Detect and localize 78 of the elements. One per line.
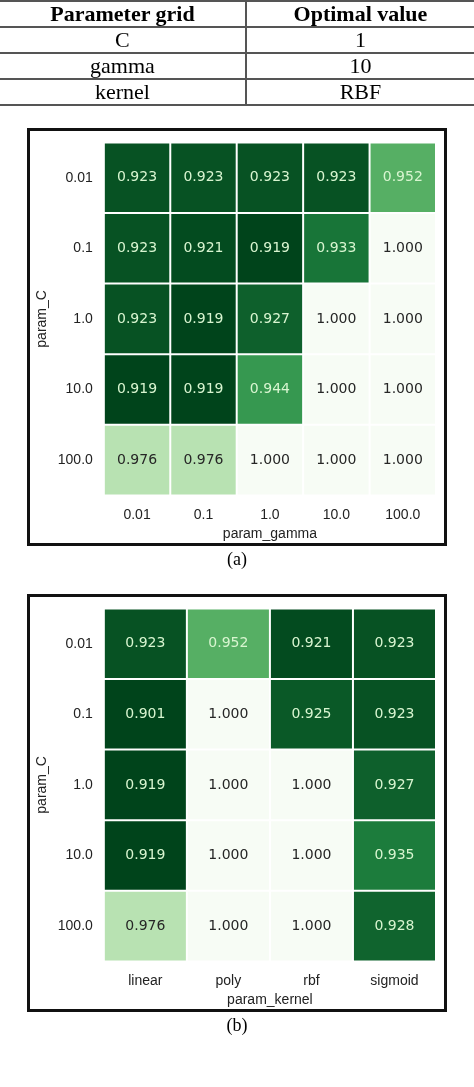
text: RBF (245, 79, 474, 105)
data-label: 0.923 (117, 238, 158, 255)
data-label: 0.927 (374, 775, 415, 792)
data-label: 0.923 (316, 168, 357, 185)
y-tick-label: 0.01 (65, 634, 94, 651)
data-label: 0.919 (125, 846, 166, 863)
text: (b) (225, 1014, 249, 1037)
data-label: 0.944 (249, 380, 291, 397)
data-label: 0.933 (316, 238, 357, 255)
data-label: 1.000 (382, 309, 423, 326)
x-tick-label: 1.0 (260, 505, 280, 522)
y-tick-label: 100.0 (57, 916, 94, 933)
data-label: 1.000 (382, 450, 423, 467)
data-label: 0.927 (249, 309, 290, 326)
data-label: 0.919 (183, 380, 224, 397)
data-label: 0.919 (249, 238, 290, 255)
x-axis-title: param_gamma (222, 525, 318, 542)
data-label: 0.923 (183, 168, 224, 185)
y-axis-title: param_C (33, 290, 50, 348)
x-tick-label: poly (215, 971, 242, 988)
y-tick-label: 10.0 (65, 846, 94, 863)
data-label: 1.000 (291, 916, 332, 933)
text: gamma (0, 53, 246, 79)
data-label: 0.923 (374, 704, 415, 721)
data-label: 1.000 (249, 450, 290, 467)
data-label: 1.000 (208, 916, 249, 933)
data-label: 0.919 (183, 309, 224, 326)
y-tick-label: 1.0 (73, 309, 94, 326)
data-label: 0.921 (291, 634, 332, 651)
y-tick-label: 1.0 (73, 775, 94, 792)
text: kernel (0, 79, 246, 105)
y-tick-label: 0.1 (73, 239, 94, 256)
x-axis-title: param_kernel (227, 991, 313, 1008)
data-label: 0.976 (125, 916, 166, 933)
y-tick-label: 0.01 (65, 168, 94, 185)
data-label: 1.000 (316, 380, 357, 397)
x-tick-label: 10.0 (322, 505, 351, 522)
text: 10 (245, 53, 474, 79)
data-label: 1.000 (208, 704, 249, 721)
x-tick-label: 0.1 (193, 505, 214, 522)
data-label: 0.928 (374, 916, 415, 933)
y-tick-label: 100.0 (57, 450, 94, 467)
data-label: 0.919 (125, 775, 166, 792)
x-tick-label: 100.0 (385, 505, 421, 522)
data-label: 0.925 (291, 704, 332, 721)
text: 1 (245, 27, 474, 53)
text: C (0, 27, 246, 53)
x-tick-label: 0.01 (123, 505, 151, 522)
y-tick-label: 10.0 (65, 380, 94, 397)
data-label: 1.000 (208, 775, 249, 792)
data-label: 1.000 (316, 309, 357, 326)
data-label: 0.923 (117, 168, 158, 185)
y-axis-title: param_C (33, 756, 50, 814)
data-label: 1.000 (208, 846, 249, 863)
data-label: 1.000 (316, 450, 357, 467)
x-tick-label: sigmoid (370, 971, 419, 988)
data-label: 0.923 (125, 634, 166, 651)
data-label: 0.976 (117, 450, 158, 467)
data-label: 1.000 (382, 380, 423, 397)
data-label: 0.923 (117, 309, 158, 326)
data-label: 0.919 (117, 380, 158, 397)
text: Optimal value (245, 1, 474, 27)
data-label: 0.976 (183, 450, 224, 467)
data-label: 0.923 (249, 168, 290, 185)
data-label: 0.952 (382, 168, 423, 185)
data-label: 0.923 (374, 634, 415, 651)
text: (a) (226, 548, 248, 571)
x-tick-label: rbf (303, 971, 320, 988)
data-label: 0.935 (374, 846, 415, 863)
y-tick-label: 0.1 (73, 705, 94, 722)
data-label: 1.000 (382, 238, 423, 255)
text: Parameter grid (0, 1, 246, 27)
x-tick-label: linear (128, 971, 163, 988)
data-label: 1.000 (291, 846, 332, 863)
data-label: 0.901 (125, 704, 166, 721)
data-label: 0.952 (208, 634, 249, 651)
data-label: 0.921 (183, 238, 224, 255)
data-label: 1.000 (291, 775, 332, 792)
